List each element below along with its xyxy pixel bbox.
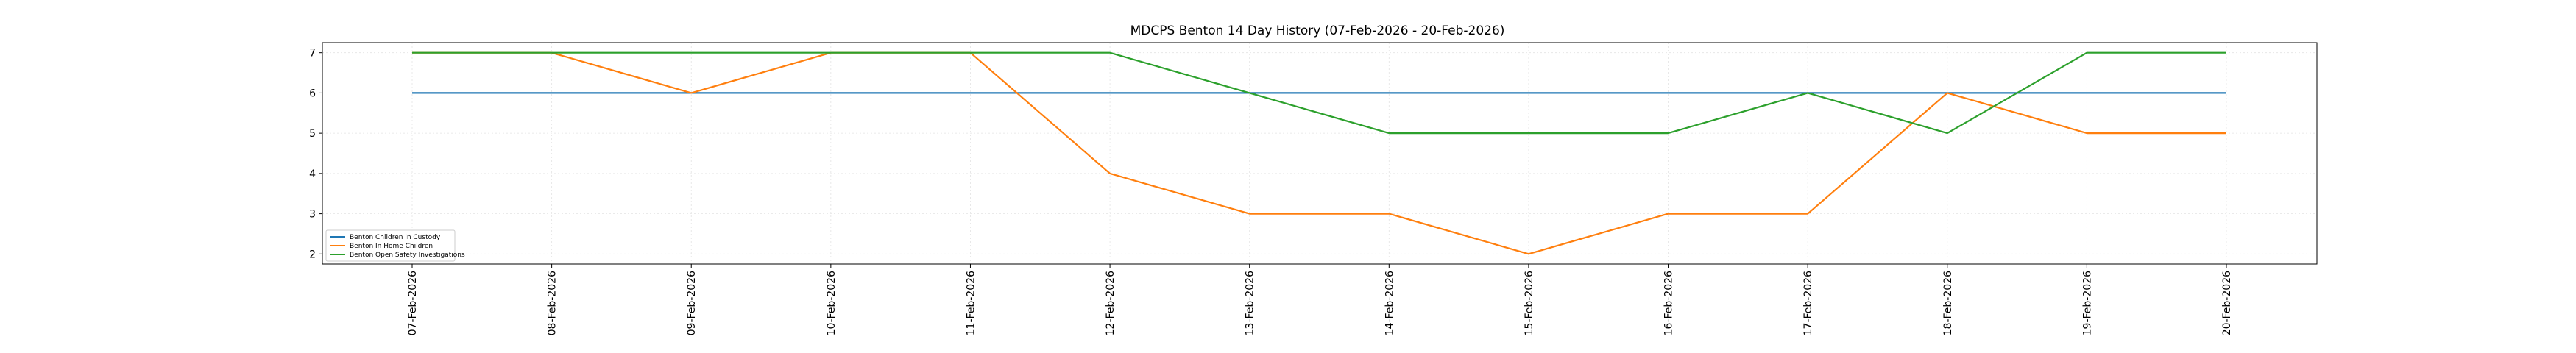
x-tick-label: 19-Feb-2026: [2081, 271, 2093, 335]
y-tick-label: 6: [309, 88, 316, 99]
series-lines: [412, 51, 2226, 255]
x-tick-label: 17-Feb-2026: [1802, 271, 1814, 335]
y-axis: 2 3 4 5 6 7: [309, 48, 322, 260]
y-tick-label: 4: [309, 168, 316, 180]
legend: Benton Children in Custody Benton In Home…: [325, 229, 465, 262]
legend-label: Benton Children in Custody: [350, 234, 441, 241]
y-tick-label: 5: [309, 128, 316, 140]
x-tick-label: 10-Feb-2026: [826, 271, 838, 335]
series-line-3: [412, 51, 2226, 135]
y-tick-label: 7: [309, 48, 316, 60]
grid: [322, 43, 2317, 264]
y-tick-label: 2: [309, 249, 316, 260]
x-tick-label: 09-Feb-2026: [686, 271, 698, 335]
x-tick-label: 14-Feb-2026: [1384, 271, 1395, 335]
x-tick-label: 15-Feb-2026: [1524, 271, 1535, 335]
series-line-2: [412, 51, 2226, 255]
y-tick-label: 3: [309, 209, 316, 221]
x-tick-label: 13-Feb-2026: [1245, 271, 1256, 335]
plot-area-frame: [322, 42, 2318, 265]
x-tick-label: 20-Feb-2026: [2221, 271, 2233, 335]
legend-label: Benton Open Safety Investigations: [350, 252, 465, 259]
x-tick-label: 16-Feb-2026: [1663, 271, 1675, 335]
legend-label: Benton In Home Children: [350, 243, 433, 250]
x-axis: 07-Feb-2026 08-Feb-2026 09-Feb-2026 10-Feb-…: [407, 264, 2233, 335]
x-tick-label: 11-Feb-2026: [965, 271, 977, 335]
x-tick-label: 18-Feb-2026: [1942, 271, 1954, 335]
legend-frame: [325, 229, 456, 262]
chart-title: MDCPS Benton 14 Day History (07-Feb-2026…: [1130, 24, 1505, 38]
x-tick-label: 08-Feb-2026: [547, 271, 559, 335]
x-tick-label: 12-Feb-2026: [1105, 271, 1117, 335]
x-tick-label: 07-Feb-2026: [407, 271, 419, 335]
